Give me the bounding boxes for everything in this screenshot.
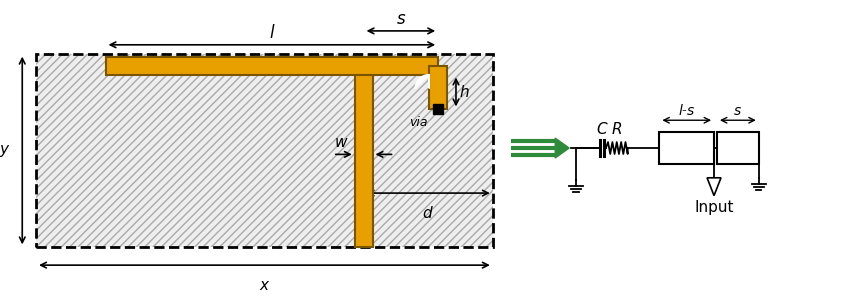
Polygon shape bbox=[707, 178, 721, 196]
Bar bbox=[434, 104, 443, 114]
Bar bbox=[354, 75, 372, 247]
Text: Input: Input bbox=[694, 200, 734, 215]
Text: $s$: $s$ bbox=[396, 11, 406, 28]
Text: $l$-$s$: $l$-$s$ bbox=[678, 103, 695, 118]
Bar bbox=[37, 54, 493, 247]
Bar bbox=[105, 57, 438, 75]
Text: $h$: $h$ bbox=[459, 84, 469, 100]
Text: $y$: $y$ bbox=[0, 142, 10, 158]
Bar bbox=[37, 54, 493, 247]
Text: $C$: $C$ bbox=[596, 121, 608, 137]
Text: $l$: $l$ bbox=[269, 24, 275, 42]
Bar bbox=[429, 66, 447, 109]
Text: $d$: $d$ bbox=[422, 205, 434, 221]
Text: $s$: $s$ bbox=[734, 104, 742, 118]
Bar bbox=[717, 132, 759, 164]
Text: via: via bbox=[409, 116, 428, 129]
Text: $x$: $x$ bbox=[258, 279, 270, 293]
Text: $R$: $R$ bbox=[611, 121, 622, 137]
Bar bbox=[660, 132, 714, 164]
Polygon shape bbox=[416, 75, 429, 88]
Polygon shape bbox=[555, 138, 570, 158]
Bar bbox=[37, 54, 493, 247]
Text: $w$: $w$ bbox=[333, 136, 348, 150]
